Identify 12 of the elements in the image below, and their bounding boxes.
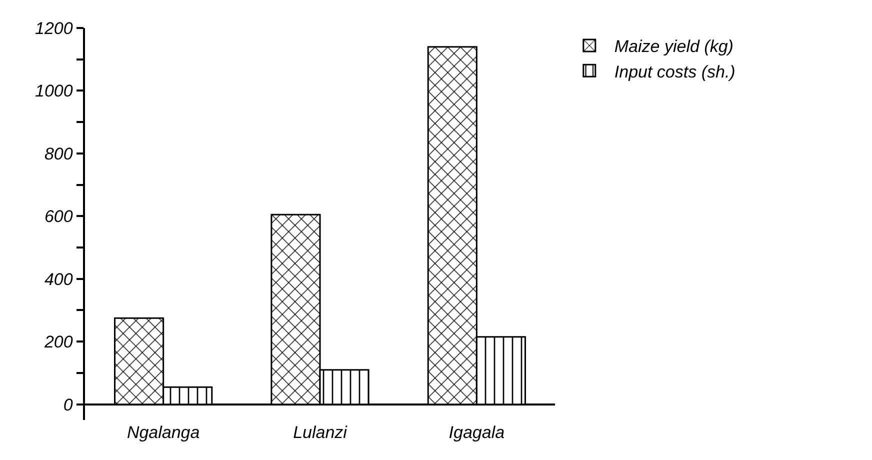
- y-tick-label: 200: [43, 332, 74, 352]
- x-tick-label: Lulanzi: [293, 423, 348, 442]
- text: Maize yield (kg): [614, 37, 734, 56]
- y-tick-label: 400: [44, 270, 74, 289]
- y-tick-label: 600: [44, 207, 74, 226]
- text: Input costs (sh.): [614, 62, 736, 82]
- y-tick-label: 0: [63, 395, 74, 414]
- x-tick-label: Igagala: [448, 423, 505, 442]
- y-tick-label: 1200: [35, 18, 74, 38]
- y-tick-label: 1000: [35, 82, 74, 101]
- y-tick-label: 800: [44, 144, 74, 164]
- x-tick-label: Ngalanga: [126, 423, 200, 442]
